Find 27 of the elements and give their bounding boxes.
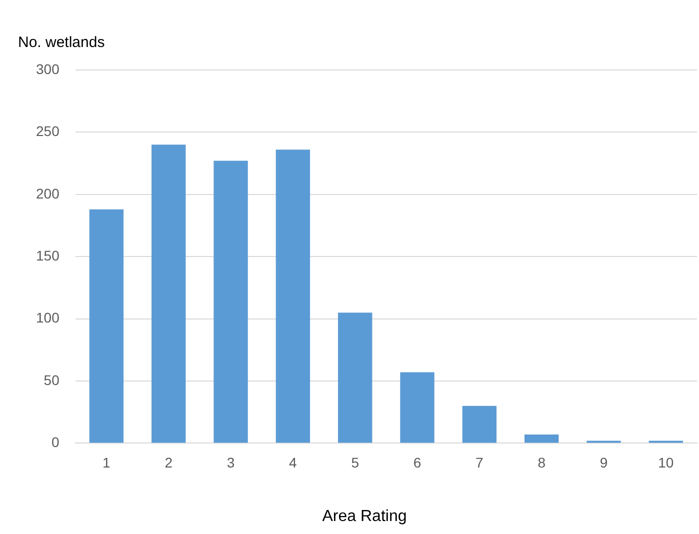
x-tick-label: 5 (351, 454, 360, 470)
y-axis-title: No. wetlands (18, 34, 105, 51)
x-tick-label: 1 (102, 454, 111, 470)
x-tick-label: 10 (658, 454, 674, 470)
x-tick-label: 3 (226, 454, 235, 470)
bar (400, 372, 434, 443)
y-tick-label: 250 (36, 123, 60, 140)
y-tick-label: 0 (52, 434, 60, 450)
x-tick-label: 9 (600, 454, 608, 470)
y-tick-label: 200 (36, 185, 60, 202)
bar (338, 312, 372, 443)
x-tick-label: 6 (413, 454, 422, 470)
bar (89, 209, 124, 443)
y-tick-label: 300 (36, 60, 60, 77)
bar (524, 434, 559, 443)
bar (214, 160, 248, 443)
bar (152, 144, 186, 443)
x-tick-label: 7 (476, 454, 484, 470)
bar (462, 406, 497, 443)
y-tick-label: 100 (36, 310, 60, 326)
x-tick-label: 4 (289, 454, 298, 470)
y-tick-label: 50 (44, 372, 60, 388)
bar (276, 150, 310, 443)
y-tick-label: 150 (36, 247, 60, 264)
x-tick-label: 8 (538, 454, 546, 470)
x-axis-title: Area Rating (321, 508, 408, 526)
x-tick-label: 2 (164, 454, 173, 470)
